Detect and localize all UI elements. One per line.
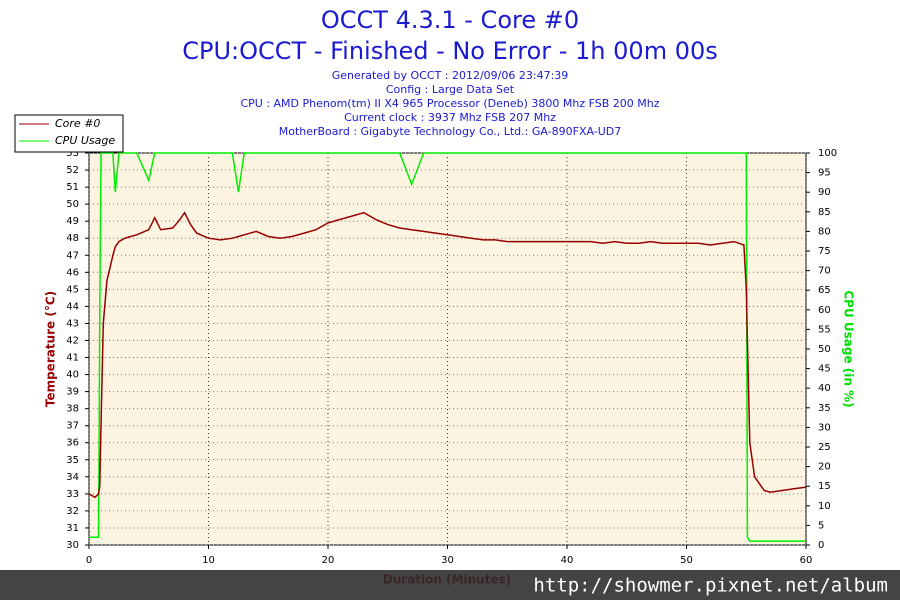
series-line — [88, 211, 807, 499]
y2-tick-label: 50 — [818, 344, 831, 355]
y-tick-label: 43 — [66, 318, 79, 329]
y2-tick-label: 15 — [818, 481, 831, 492]
y2-tick-label: 25 — [818, 442, 831, 453]
x-tick-label: 30 — [441, 555, 454, 566]
y-tick-label: 46 — [66, 267, 79, 278]
x-tick-label: 10 — [202, 555, 215, 566]
y2-tick-label: 0 — [818, 540, 824, 551]
y-tick-label: 44 — [66, 301, 79, 312]
y-tick-label: 33 — [66, 489, 79, 500]
y-tick-label: 45 — [66, 284, 79, 295]
y-tick-label: 31 — [66, 523, 79, 534]
y2-tick-label: 70 — [818, 266, 831, 277]
x-tick-label: 40 — [561, 555, 574, 566]
info-line: MotherBoard : Gigabyte Technology Co., L… — [279, 125, 622, 138]
y-tick-label: 32 — [66, 506, 79, 517]
x-tick-label: 50 — [680, 555, 693, 566]
y2-tick-label: 100 — [818, 148, 837, 159]
y-tick-label: 53 — [66, 148, 79, 159]
y-tick-label: 50 — [66, 199, 79, 210]
y-tick-label: 49 — [66, 216, 79, 227]
y-tick-label: 40 — [66, 370, 79, 381]
y2-tick-label: 40 — [818, 383, 831, 394]
y2-tick-label: 90 — [818, 187, 831, 198]
y-tick-label: 38 — [66, 404, 79, 415]
legend-label: CPU Usage — [55, 134, 115, 147]
y-tick-label: 47 — [66, 250, 79, 261]
watermark: http://showmer.pixnet.net/album — [533, 575, 888, 597]
x-tick-label: 60 — [800, 555, 813, 566]
y-tick-label: 36 — [66, 438, 79, 449]
chart-subtitle: CPU:OCCT - Finished - No Error - 1h 00m … — [182, 37, 718, 65]
y2-tick-label: 80 — [818, 226, 831, 237]
legend-label: Core #0 — [55, 117, 100, 130]
y2-tick-label: 95 — [818, 168, 831, 179]
legend-box — [14, 114, 124, 153]
y2-tick-label: 55 — [818, 324, 831, 335]
info-line: Current clock : 3937 Mhz FSB 207 Mhz — [344, 111, 556, 124]
y-tick-label: 41 — [66, 353, 79, 364]
y2-tick-label: 5 — [818, 520, 824, 531]
y-tick-label: 34 — [66, 472, 79, 483]
y-tick-label: 37 — [66, 421, 79, 432]
watermark-bar — [0, 570, 900, 600]
info-line: CPU : AMD Phenom(tm) II X4 965 Processor… — [240, 97, 659, 110]
y2-tick-label: 35 — [818, 403, 831, 414]
y-tick-label: 52 — [66, 165, 79, 176]
x-tick-label: 0 — [86, 555, 92, 566]
y-tick-label: 30 — [66, 540, 79, 551]
y-tick-label: 42 — [66, 335, 79, 346]
y-tick-label: 39 — [66, 387, 79, 398]
y2-tick-label: 75 — [818, 246, 831, 257]
y-tick-label: 48 — [66, 233, 79, 244]
y2-tick-label: 45 — [818, 364, 831, 375]
y2-tick-label: 20 — [818, 462, 831, 473]
y-tick-label: 51 — [66, 182, 79, 193]
x-tick-label: 20 — [322, 555, 335, 566]
chart-title: OCCT 4.3.1 - Core #0 — [321, 6, 579, 34]
y2-tick-label: 85 — [818, 207, 831, 218]
y-tick-label: 35 — [66, 455, 79, 466]
y-axis-label: Temperature (°C) — [44, 291, 58, 407]
y2-tick-label: 65 — [818, 285, 831, 296]
info-line: Generated by OCCT : 2012/09/06 23:47:39 — [332, 69, 569, 82]
y2-axis-label: CPU Usage (in %) — [842, 290, 856, 407]
y2-tick-label: 30 — [818, 422, 831, 433]
series-line — [89, 152, 806, 542]
info-line: Config : Large Data Set — [386, 83, 515, 96]
y2-tick-label: 60 — [818, 305, 831, 316]
y2-tick-label: 10 — [818, 501, 831, 512]
